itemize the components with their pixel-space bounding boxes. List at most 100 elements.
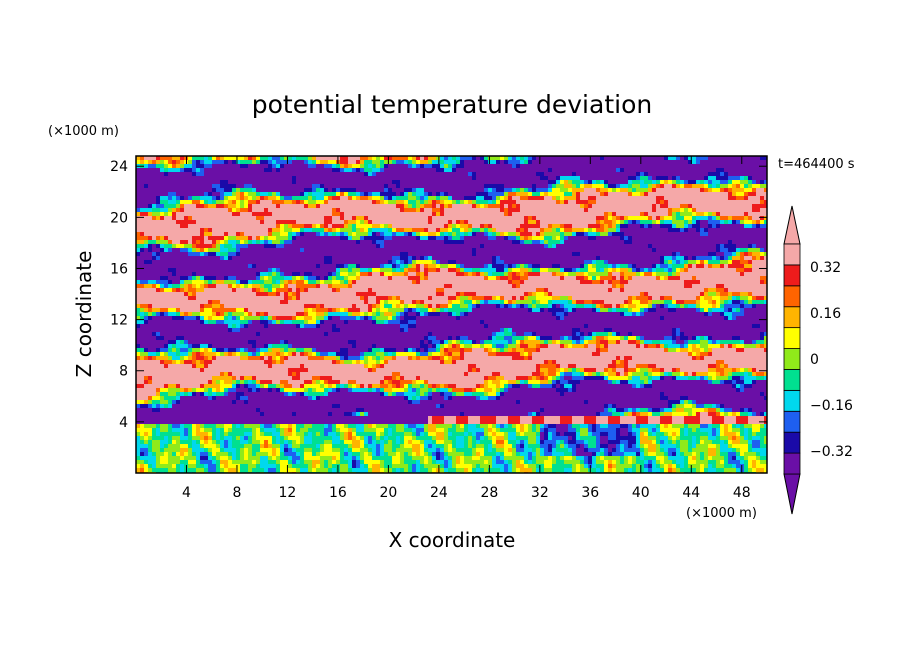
field-cell [164,220,169,225]
field-cell [392,196,397,201]
field-cell [340,188,345,193]
field-cell [588,236,593,241]
field-cell [616,192,621,197]
field-cell [472,176,477,181]
field-cell [544,240,549,245]
field-cell [160,212,165,217]
field-cell [736,244,741,249]
field-cell [656,184,661,189]
field-cell [288,188,293,193]
field-cell [648,212,653,217]
field-cell [176,280,181,285]
field-cell [572,168,577,173]
field-cell [504,168,509,173]
field-cell [420,252,425,257]
field-cell [676,176,681,181]
field-cell [252,196,257,201]
field-cell [360,220,365,225]
field-cell [240,184,245,189]
field-cell [508,228,513,233]
field-cell [712,204,717,209]
field-cell [736,220,741,225]
field-cell [164,212,169,217]
field-cell [396,212,401,217]
field-cell [616,180,621,185]
field-cell [556,160,561,165]
field-cell [220,244,225,249]
field-cell [668,268,673,273]
field-cell [316,220,321,225]
field-cell [356,252,361,257]
field-cell [404,264,409,269]
field-cell [504,280,509,285]
field-cell [664,272,669,277]
field-cell [356,188,361,193]
field-cell [624,180,629,185]
field-cell [400,252,405,257]
field-cell [300,276,305,281]
field-cell [276,236,281,241]
field-cell [748,160,753,165]
field-cell [612,204,617,209]
field-cell [328,156,333,161]
field-cell [632,236,637,241]
field-cell [436,196,441,201]
field-cell [592,244,597,249]
field-cell [376,248,381,253]
field-cell [532,188,537,193]
field-cell [444,168,449,173]
field-cell [548,176,553,181]
field-cell [200,172,205,177]
field-cell [200,248,205,253]
field-cell [664,236,669,241]
field-cell [400,176,405,181]
field-cell [296,176,301,181]
field-cell [240,160,245,165]
field-cell [264,232,269,237]
field-cell [320,260,325,265]
field-cell [740,172,745,177]
field-cell [512,232,517,237]
field-cell [284,168,289,173]
field-cell [576,252,581,257]
field-cell [448,248,453,253]
field-cell [488,260,493,265]
field-cell [260,160,265,165]
field-cell [600,208,605,213]
field-cell [248,244,253,249]
field-cell [368,212,373,217]
field-cell [188,268,193,273]
field-cell [724,204,729,209]
field-cell [428,252,433,257]
field-cell [724,180,729,185]
field-cell [648,172,653,177]
field-cell [224,220,229,225]
field-cell [476,176,481,181]
field-cell [464,276,469,281]
field-cell [308,180,313,185]
field-cell [380,252,385,257]
field-cell [392,172,397,177]
field-cell [708,168,713,173]
field-cell [612,252,617,257]
field-cell [432,200,437,205]
field-cell [156,184,161,189]
field-cell [640,232,645,237]
field-cell [380,224,385,229]
field-cell [408,188,413,193]
field-cell [616,276,621,281]
field-cell [404,184,409,189]
field-cell [408,268,413,273]
field-cell [528,276,533,281]
field-cell [588,192,593,197]
field-cell [376,260,381,265]
field-cell [492,172,497,177]
field-cell [492,156,497,161]
field-cell [408,240,413,245]
field-cell [420,280,425,285]
field-cell [472,264,477,269]
field-cell [544,236,549,241]
field-cell [652,176,657,181]
field-cell [736,184,741,189]
field-cell [748,156,753,161]
